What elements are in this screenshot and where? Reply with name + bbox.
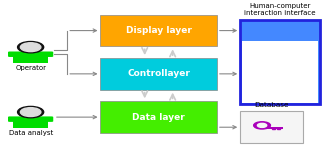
Bar — [272, 128, 275, 129]
Circle shape — [254, 122, 271, 129]
Text: Database: Database — [255, 102, 289, 108]
Text: Data layer: Data layer — [132, 113, 185, 122]
Text: Display layer: Display layer — [126, 26, 192, 35]
Text: Human-computer
interaction interface: Human-computer interaction interface — [244, 3, 316, 16]
Bar — [13, 52, 48, 63]
Text: Data analyst: Data analyst — [8, 130, 53, 136]
Circle shape — [258, 123, 267, 127]
FancyBboxPatch shape — [8, 116, 53, 122]
Bar — [13, 117, 48, 128]
Bar — [277, 128, 280, 129]
Text: Operator: Operator — [15, 65, 46, 71]
Circle shape — [18, 106, 44, 118]
Bar — [240, 111, 303, 143]
Circle shape — [18, 42, 44, 53]
FancyBboxPatch shape — [266, 127, 283, 129]
Bar — [101, 101, 217, 133]
Bar — [240, 21, 320, 104]
Bar — [242, 41, 318, 103]
Text: Controllayer: Controllayer — [127, 69, 190, 78]
Bar — [101, 58, 217, 90]
Bar — [25, 114, 36, 118]
FancyBboxPatch shape — [8, 51, 53, 57]
Bar — [101, 15, 217, 47]
Circle shape — [20, 43, 41, 52]
Bar — [25, 50, 36, 53]
Circle shape — [20, 108, 41, 117]
